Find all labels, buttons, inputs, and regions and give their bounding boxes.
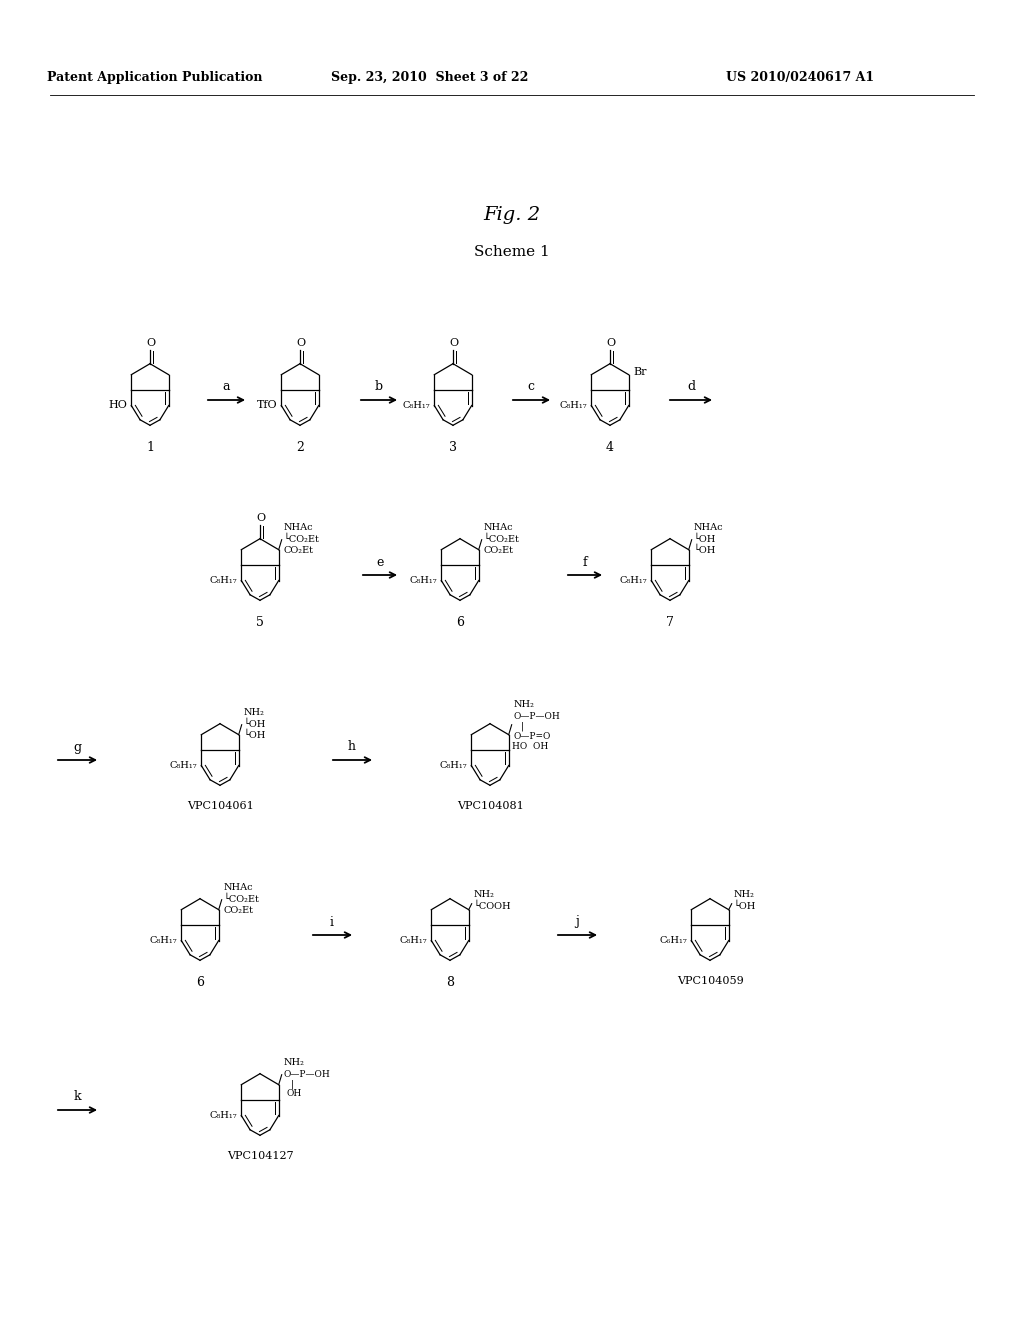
Text: Sep. 23, 2010  Sheet 3 of 22: Sep. 23, 2010 Sheet 3 of 22 (332, 71, 528, 84)
Text: C₈H₁₇: C₈H₁₇ (210, 576, 238, 585)
Text: 8: 8 (446, 977, 454, 989)
Text: Fig. 2: Fig. 2 (483, 206, 541, 224)
Text: VPC104081: VPC104081 (457, 801, 523, 812)
Text: 6: 6 (196, 977, 204, 989)
Text: O: O (296, 338, 305, 347)
Text: VPC104127: VPC104127 (226, 1151, 293, 1162)
Text: O: O (450, 338, 459, 347)
Text: |: | (291, 1080, 294, 1089)
Text: C₈H₁₇: C₈H₁₇ (402, 401, 430, 411)
Text: C₈H₁₇: C₈H₁₇ (170, 762, 198, 770)
Text: C₈H₁₇: C₈H₁₇ (410, 576, 437, 585)
Text: h: h (348, 741, 356, 754)
Text: g: g (73, 741, 81, 754)
Text: C₆H₁₇: C₆H₁₇ (659, 936, 687, 945)
Text: O—P=O: O—P=O (514, 733, 551, 742)
Text: TfO: TfO (257, 400, 278, 411)
Text: a: a (222, 380, 229, 393)
Text: └CO₂Et: └CO₂Et (223, 895, 259, 904)
Text: |: | (520, 722, 523, 731)
Text: 2: 2 (296, 441, 304, 454)
Text: C₈H₁₇: C₈H₁₇ (620, 576, 647, 585)
Text: O: O (146, 338, 156, 347)
Text: O—P—OH: O—P—OH (284, 1071, 331, 1080)
Text: i: i (330, 916, 334, 928)
Text: NH₂: NH₂ (284, 1059, 304, 1067)
Text: C₈H₁₇: C₈H₁₇ (439, 762, 467, 770)
Text: O—P—OH: O—P—OH (514, 713, 560, 721)
Text: C₈H₁₇: C₈H₁₇ (150, 936, 177, 945)
Text: 7: 7 (666, 616, 674, 630)
Text: 1: 1 (146, 441, 154, 454)
Text: Scheme 1: Scheme 1 (474, 246, 550, 259)
Text: Patent Application Publication: Patent Application Publication (47, 71, 263, 84)
Text: 3: 3 (449, 441, 457, 454)
Text: O: O (606, 338, 615, 347)
Text: NH₂: NH₂ (474, 890, 495, 899)
Text: CO₂Et: CO₂Et (483, 546, 514, 556)
Text: └OH: └OH (244, 719, 266, 730)
Text: └CO₂Et: └CO₂Et (483, 535, 519, 544)
Text: k: k (73, 1090, 81, 1104)
Text: US 2010/0240617 A1: US 2010/0240617 A1 (726, 71, 874, 84)
Text: └OH: └OH (693, 535, 716, 544)
Text: └OH: └OH (244, 731, 266, 741)
Text: C₈H₁₇: C₈H₁₇ (210, 1111, 238, 1119)
Text: 5: 5 (256, 616, 264, 630)
Text: f: f (583, 556, 588, 569)
Text: NHAc: NHAc (284, 523, 313, 532)
Text: j: j (575, 916, 579, 928)
Text: b: b (375, 380, 383, 393)
Text: c: c (527, 380, 535, 393)
Text: Br: Br (634, 367, 647, 376)
Text: O: O (256, 512, 265, 523)
Text: C₈H₁₇: C₈H₁₇ (399, 936, 427, 945)
Text: NH₂: NH₂ (514, 700, 535, 709)
Text: └COOH: └COOH (474, 902, 511, 911)
Text: └CO₂Et: └CO₂Et (284, 535, 319, 544)
Text: NHAc: NHAc (483, 523, 513, 532)
Text: HO: HO (109, 400, 127, 411)
Text: NH₂: NH₂ (244, 709, 264, 717)
Text: VPC104059: VPC104059 (677, 977, 743, 986)
Text: └OH: └OH (693, 546, 716, 556)
Text: NHAc: NHAc (223, 883, 253, 892)
Text: e: e (376, 556, 384, 569)
Text: 4: 4 (606, 441, 614, 454)
Text: 6: 6 (456, 616, 464, 630)
Text: └OH: └OH (734, 902, 756, 911)
Text: NH₂: NH₂ (734, 890, 755, 899)
Text: NHAc: NHAc (693, 523, 723, 532)
Text: CO₂Et: CO₂Et (284, 546, 313, 556)
Text: HO  OH: HO OH (512, 742, 548, 751)
Text: VPC104061: VPC104061 (186, 801, 253, 812)
Text: CO₂Et: CO₂Et (223, 907, 254, 915)
Text: C₈H₁₇: C₈H₁₇ (560, 401, 588, 411)
Text: d: d (687, 380, 695, 393)
Text: OH: OH (287, 1089, 302, 1098)
